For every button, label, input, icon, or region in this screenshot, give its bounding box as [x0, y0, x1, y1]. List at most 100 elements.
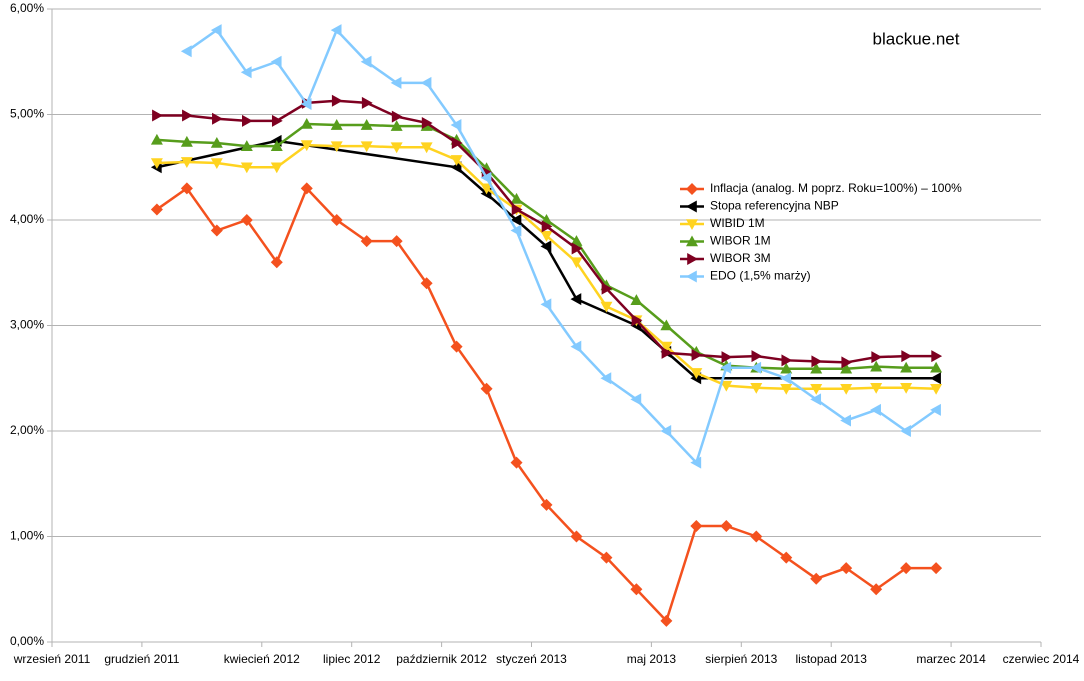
y-tick-label: 2,00% — [10, 423, 44, 437]
marker — [661, 346, 673, 359]
marker — [810, 362, 823, 374]
marker — [687, 253, 698, 265]
marker — [390, 142, 403, 154]
marker — [780, 362, 793, 374]
marker — [182, 109, 193, 122]
x-tick-label: październik 2012 — [396, 652, 487, 666]
marker — [900, 425, 911, 437]
marker — [600, 301, 613, 313]
x-tick-label: grudzień 2011 — [104, 652, 179, 666]
x-tick-label: lipiec 2012 — [323, 652, 381, 666]
marker — [840, 414, 851, 427]
marker — [871, 351, 883, 364]
marker — [330, 119, 343, 130]
legend-label: WIBOR 1M — [710, 234, 771, 248]
marker — [810, 384, 823, 395]
x-tick-label: czerwiec 2014 — [1003, 652, 1080, 666]
marker — [360, 235, 373, 248]
marker — [600, 551, 613, 564]
marker — [511, 203, 523, 216]
marker — [240, 66, 252, 79]
marker — [450, 340, 463, 353]
marker — [870, 403, 881, 416]
marker — [451, 136, 463, 149]
marker — [930, 372, 941, 385]
legend-label: EDO (1,5% marży) — [710, 269, 811, 283]
marker — [690, 372, 702, 385]
marker — [870, 583, 883, 596]
x-tick-label: marzec 2014 — [916, 652, 986, 666]
marker — [540, 498, 553, 511]
marker — [660, 319, 673, 331]
marker — [270, 162, 283, 174]
marker — [360, 55, 372, 68]
marker — [901, 350, 913, 363]
marker — [210, 158, 223, 170]
marker — [240, 162, 253, 174]
marker — [750, 530, 763, 543]
marker — [420, 277, 433, 290]
marker — [721, 351, 733, 364]
marker — [840, 362, 853, 374]
marker — [300, 182, 313, 195]
marker — [570, 257, 583, 269]
marker — [840, 384, 853, 395]
marker — [210, 24, 222, 37]
y-tick-label: 5,00% — [10, 107, 44, 121]
legend-label: Stopa referencyjna NBP — [710, 199, 839, 213]
marker — [930, 562, 943, 575]
marker — [930, 384, 943, 395]
marker — [900, 361, 913, 373]
marker — [212, 112, 223, 125]
marker — [900, 562, 913, 575]
marker — [540, 240, 552, 253]
marker — [630, 294, 643, 305]
marker — [480, 382, 493, 395]
marker — [570, 293, 582, 306]
marker — [660, 614, 673, 627]
marker — [240, 140, 253, 151]
marker — [510, 456, 523, 469]
marker — [900, 382, 913, 394]
marker — [480, 183, 493, 195]
marker — [750, 361, 762, 374]
marker — [601, 282, 613, 295]
x-tick-label: listopad 2013 — [796, 652, 868, 666]
marker — [240, 214, 253, 226]
marker — [300, 117, 313, 129]
marker — [152, 109, 163, 122]
marker — [660, 341, 673, 353]
marker — [570, 235, 583, 246]
marker — [810, 393, 822, 406]
marker — [720, 361, 732, 374]
marker — [660, 425, 672, 437]
marker — [150, 203, 163, 216]
marker — [270, 256, 283, 269]
marker — [420, 76, 432, 89]
y-tick-label: 3,00% — [10, 318, 44, 332]
marker — [180, 157, 193, 168]
marker — [450, 119, 462, 132]
marker — [390, 76, 402, 89]
marker — [686, 235, 698, 247]
marker — [686, 219, 698, 230]
marker — [390, 120, 403, 131]
marker — [360, 141, 373, 153]
marker — [720, 380, 733, 392]
marker — [686, 183, 698, 195]
marker — [686, 200, 697, 213]
x-tick-label: styczeń 2013 — [496, 652, 567, 666]
marker — [691, 349, 703, 362]
marker — [330, 214, 343, 226]
marker — [540, 231, 553, 242]
marker — [630, 393, 642, 406]
marker — [720, 519, 733, 532]
marker — [751, 350, 763, 363]
marker — [480, 171, 492, 184]
marker — [180, 135, 193, 147]
marker — [180, 182, 193, 195]
marker — [630, 583, 643, 596]
marker — [420, 142, 433, 154]
marker — [571, 242, 583, 255]
marker — [781, 354, 793, 367]
